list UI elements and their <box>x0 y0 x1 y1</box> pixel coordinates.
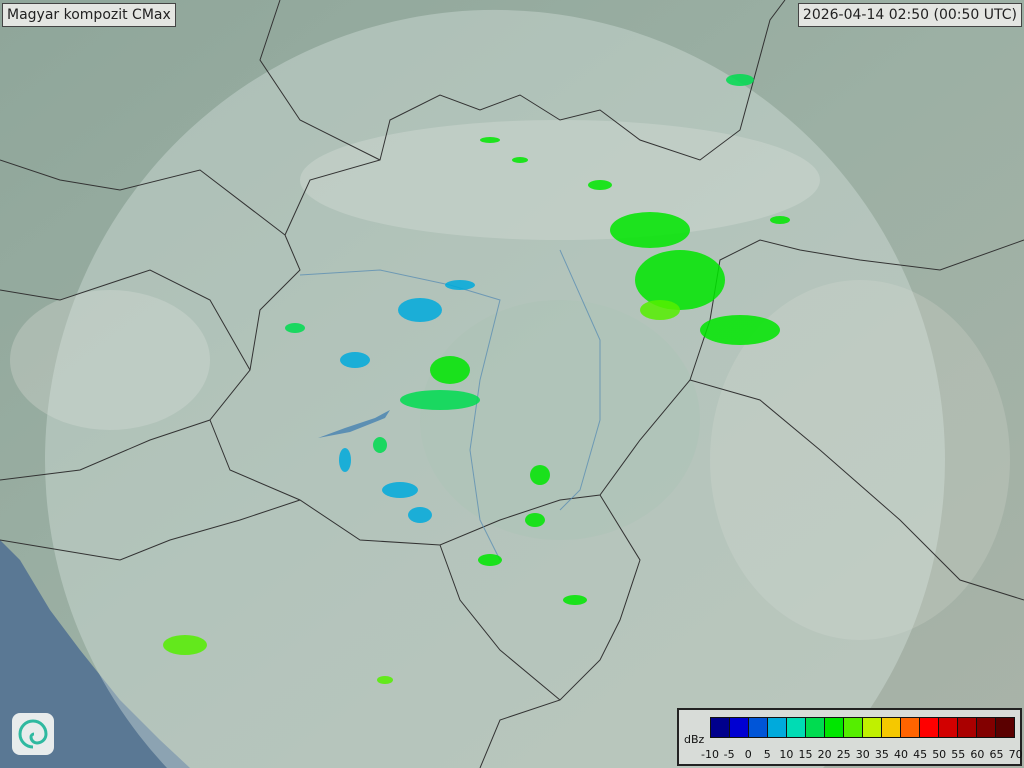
legend-ticks: -10 -5 0 5 10 15 20 25 30 35 40 45 50 55 60 65 70 <box>701 748 1023 762</box>
legend-swatch <box>749 718 768 737</box>
legend-swatch <box>711 718 730 737</box>
legend-swatch <box>958 718 977 737</box>
radar-echo <box>480 137 500 143</box>
radar-echo <box>700 315 780 345</box>
dbz-legend: dBz -10 -5 0 5 10 15 20 25 30 35 40 45 50 55 60 65 70 <box>677 708 1023 766</box>
legend-swatch <box>806 718 825 737</box>
radar-echo <box>563 595 587 605</box>
radar-echo <box>398 298 442 322</box>
legend-tick-label: 30 <box>855 748 870 761</box>
radar-echo <box>770 216 790 224</box>
adriatic-sea <box>0 540 190 768</box>
legend-tick-label: 15 <box>798 748 813 761</box>
radar-echo <box>512 157 528 163</box>
legend-swatch <box>768 718 787 737</box>
legend-swatch <box>977 718 996 737</box>
legend-tick-label: 0 <box>744 748 752 761</box>
legend-swatch <box>996 718 1014 737</box>
legend-swatch <box>920 718 939 737</box>
legend-tick-label: -10 <box>701 748 719 761</box>
radar-echo <box>640 300 680 320</box>
radar-echo <box>430 356 470 384</box>
radar-echo <box>163 635 207 655</box>
radar-echo <box>588 180 612 190</box>
legend-swatch <box>882 718 901 737</box>
radar-echo <box>285 323 305 333</box>
legend-tick-label: 10 <box>779 748 794 761</box>
legend-tick-label: 55 <box>951 748 966 761</box>
radar-coverage <box>45 10 945 768</box>
radar-echo <box>610 212 690 248</box>
legend-tick-label: 35 <box>874 748 889 761</box>
legend-tick-label: 40 <box>894 748 908 761</box>
radar-echo <box>445 280 475 290</box>
radar-echo <box>525 513 545 527</box>
legend-tick-label: -5 <box>723 748 735 761</box>
radar-echo <box>408 507 432 523</box>
radar-echoes <box>163 74 790 684</box>
legend-tick-label: 65 <box>989 748 1004 761</box>
mountains-transylvania <box>710 280 1010 640</box>
legend-tick-label: 25 <box>836 748 851 761</box>
radar-echo <box>726 74 754 86</box>
legend-swatch <box>730 718 749 737</box>
radar-echo <box>382 482 418 498</box>
legend-swatch <box>939 718 958 737</box>
radar-echo <box>373 437 387 453</box>
radar-echo <box>635 250 725 310</box>
mountains-alps <box>10 290 210 430</box>
legend-tick-label: 45 <box>913 748 928 761</box>
legend-color-bar <box>710 717 1015 738</box>
radar-echo <box>530 465 550 485</box>
legend-swatch <box>787 718 806 737</box>
swirl-logo-icon <box>12 713 54 755</box>
legend-unit: dBz <box>684 733 705 746</box>
great-plain <box>420 300 700 540</box>
legend-swatch <box>844 718 863 737</box>
radar-echo <box>478 554 502 566</box>
legend-tick-label: 60 <box>970 748 985 761</box>
radar-echo <box>377 676 393 684</box>
legend-tick-label: 5 <box>763 748 771 761</box>
legend-swatch <box>825 718 844 737</box>
legend-tick-label: 20 <box>817 748 832 761</box>
radar-echo <box>339 448 351 472</box>
radar-echo <box>340 352 370 368</box>
legend-swatch <box>863 718 882 737</box>
mountains-carpathian <box>300 120 820 240</box>
timestamp: 2026-04-14 02:50 (00:50 UTC) <box>797 3 1022 27</box>
legend-tick-label: 50 <box>932 748 947 761</box>
logo-swirl <box>18 719 48 749</box>
legend-tick-label: 70 <box>1008 748 1023 761</box>
map-title: Magyar kompozit CMax <box>2 3 176 27</box>
rivers-lakes <box>299 249 601 561</box>
radar-echo <box>400 390 480 410</box>
legend-swatch <box>901 718 920 737</box>
